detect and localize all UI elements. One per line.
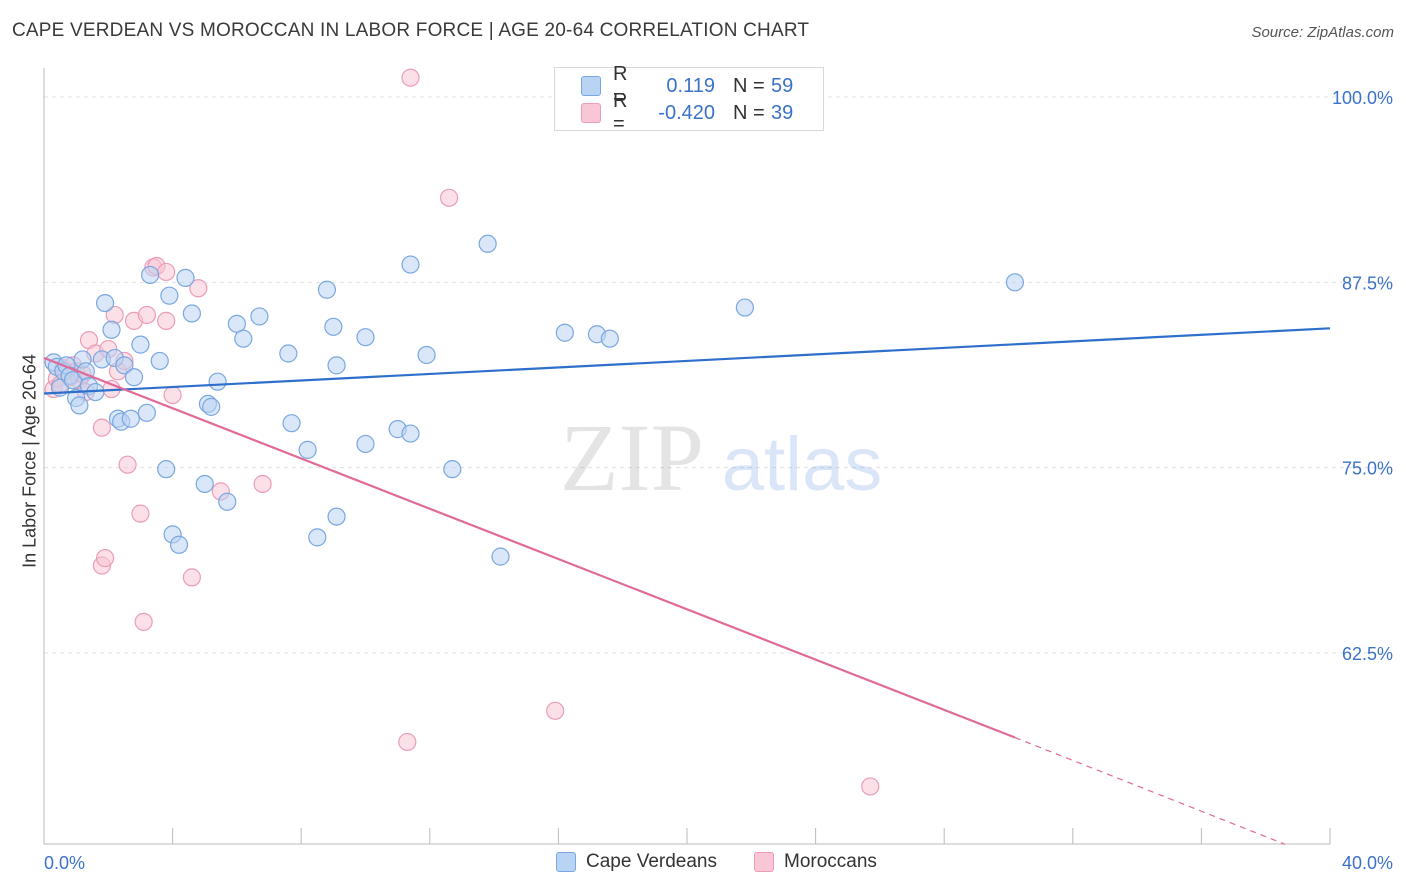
cape-verdeans-point <box>600 329 619 348</box>
legend-row-moroccans: R = -0.420 N = 39 <box>581 90 794 135</box>
moroccans-point <box>95 549 115 568</box>
axes <box>43 68 1331 845</box>
cape-verdeans-point <box>282 414 301 433</box>
moroccans-trend-extension <box>1014 736 1286 845</box>
cape-verdeans-point <box>250 307 269 326</box>
bottom-legend-cape-verdeans[interactable]: Cape Verdeans <box>556 851 717 873</box>
legend-r-label: R = <box>613 90 628 135</box>
cape-verdeans-point <box>70 396 89 415</box>
cape-verdeans-point <box>63 371 83 390</box>
cape-verdeans-point <box>478 234 497 253</box>
moroccans-point <box>189 279 208 298</box>
cape-verdeans-point <box>491 547 510 566</box>
cape-verdeans-point <box>195 474 214 494</box>
cape-verdeans-point <box>157 460 176 479</box>
cape-verdeans-points <box>44 234 1025 566</box>
cape-verdeans-point <box>356 328 375 347</box>
moroccans-point <box>157 311 176 330</box>
cape-verdeans-point <box>356 434 375 454</box>
legend-swatch-blue <box>581 76 601 96</box>
cape-verdeans-point <box>234 329 253 348</box>
cape-verdeans-point <box>327 507 346 526</box>
legend-row-cape-verdeans: R = 0.119 N = 59 <box>581 63 794 108</box>
cape-verdeans-point <box>417 345 436 365</box>
moroccans-point <box>861 777 880 796</box>
x-tick-label: 40.0% <box>1342 853 1393 873</box>
cape-verdeans-point <box>443 460 462 479</box>
cape-verdeans-point <box>317 280 337 299</box>
cape-verdeans-point <box>124 368 144 387</box>
cape-verdeans-point <box>308 528 327 547</box>
moroccans-trend-line <box>43 356 1016 739</box>
cape-verdeans-point <box>102 320 121 339</box>
cape-verdeans-point <box>327 356 346 375</box>
cape-verdeans-point <box>182 304 201 323</box>
cape-verdeans-point <box>218 492 237 511</box>
legend-r-value: -0.420 <box>658 101 715 124</box>
legend-n-value: 39 <box>771 101 794 124</box>
cape-verdeans-point <box>121 409 140 428</box>
moroccans-point <box>163 385 182 405</box>
trend-lines <box>43 327 1331 845</box>
moroccans-point <box>253 474 272 494</box>
watermark-atlas: atlas <box>722 422 883 507</box>
cape-verdeans-point <box>140 265 160 285</box>
cape-verdeans-point <box>1005 273 1025 292</box>
cape-verdeans-point <box>298 440 317 459</box>
legend-n-label: N = <box>733 74 765 97</box>
moroccans-point <box>546 701 565 720</box>
cape-verdeans-point <box>137 403 156 422</box>
cape-verdeans-point <box>279 344 298 363</box>
stats-legend: R = 0.119 N = 59 R = -0.420 N = 39 <box>554 63 824 135</box>
moroccans-point <box>182 568 201 587</box>
x-tick-label: 0.0% <box>44 853 85 873</box>
legend-series-label: Cape Verdeans <box>586 851 717 872</box>
chart-title: CAPE VERDEAN VS MOROCCAN IN LABOR FORCE … <box>12 20 810 41</box>
moroccans-point <box>401 68 420 87</box>
cape-verdeans-point <box>115 356 134 375</box>
cape-verdeans-point <box>208 372 227 391</box>
cape-verdeans-trend-line <box>43 327 1331 395</box>
moroccans-point <box>118 455 137 474</box>
legend-swatch-blue <box>556 852 576 872</box>
y-tick-label: 62.5% <box>1342 644 1393 664</box>
moroccans-point <box>92 418 111 437</box>
moroccans-point <box>137 305 156 325</box>
cape-verdeans-point <box>169 535 189 554</box>
legend-series-label: Moroccans <box>784 851 877 872</box>
cape-verdeans-point <box>95 293 115 313</box>
legend-r-value: 0.119 <box>666 74 715 97</box>
y-tick-label: 100.0% <box>1332 88 1393 108</box>
cape-verdeans-point <box>324 317 343 336</box>
bottom-legend-moroccans[interactable]: Moroccans <box>754 851 877 873</box>
cape-verdeans-point <box>150 351 169 371</box>
gridlines <box>44 96 1394 654</box>
legend-n-value: 59 <box>771 74 794 97</box>
cape-verdeans-point <box>131 335 150 354</box>
legend-swatch-pink <box>581 103 601 123</box>
cape-verdeans-point <box>401 424 420 443</box>
cape-verdeans-point <box>555 323 574 342</box>
moroccans-point <box>134 612 153 631</box>
moroccans-point <box>439 188 459 207</box>
tick-labels: 62.5% 75.0% 87.5% 100.0% 0.0% 40.0% <box>44 88 1393 873</box>
cape-verdeans-point <box>401 255 420 274</box>
cape-verdeans-point <box>202 397 221 416</box>
watermark: ZIP atlas <box>560 404 882 511</box>
y-tick-label: 75.0% <box>1342 459 1393 479</box>
legend-n-label: N = <box>733 101 765 124</box>
watermark-zip: ZIP <box>560 404 704 511</box>
legend-r-label: R = <box>613 63 628 108</box>
cape-verdeans-point <box>160 286 179 305</box>
moroccans-point <box>157 262 176 282</box>
cape-verdeans-point <box>176 268 195 287</box>
legend-swatch-pink <box>754 852 774 872</box>
moroccans-point <box>131 504 150 523</box>
y-tick-label: 87.5% <box>1342 273 1393 293</box>
source-label: Source: ZipAtlas.com <box>1251 24 1394 41</box>
moroccans-point <box>398 732 417 752</box>
cape-verdeans-point <box>735 298 754 317</box>
